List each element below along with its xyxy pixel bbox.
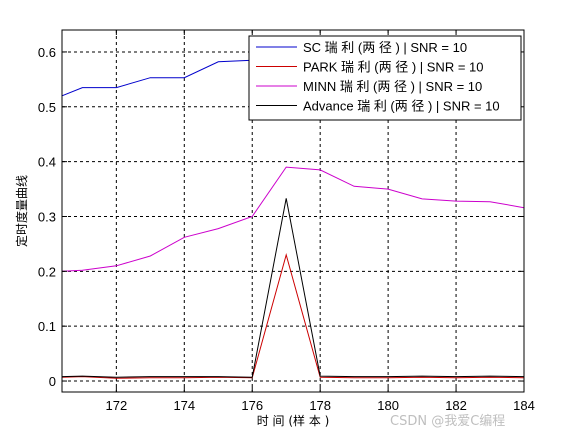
y-tick-label: 0.3 — [38, 209, 56, 224]
x-tick-label: 174 — [173, 398, 195, 413]
legend-label-3: Advance 瑞 利 (两 径 ) | SNR = 10 — [303, 99, 500, 114]
ticks: 172 174 176 178 180 182 184 0 0.1 0.2 0.3 0.4 0.5 0.6 — [38, 30, 535, 413]
y-tick-label: 0.4 — [38, 155, 56, 170]
plot-frame — [61, 29, 525, 393]
y-tick-label: 0 — [49, 374, 56, 389]
y-tick-label: 0.2 — [38, 264, 56, 279]
x-tick-label: 176 — [241, 398, 263, 413]
legend-label-2: MINN 瑞 利 (两 径 ) | SNR = 10 — [303, 79, 482, 94]
series-line-2 — [61, 166, 525, 272]
x-axis-label: 时 间 (样 本 ) — [257, 413, 330, 428]
y-axis-label: 定时度量曲线 — [14, 175, 29, 247]
legend-label-0: SC 瑞 利 (两 径 ) | SNR = 10 — [303, 40, 467, 55]
x-tick-label: 172 — [106, 398, 128, 413]
legend-label-1: PARK 瑞 利 (两 径 ) | SNR = 10 — [303, 60, 483, 75]
y-tick-label: 0.5 — [38, 100, 56, 115]
x-tick-label: 178 — [309, 398, 331, 413]
y-tick-label: 0.1 — [38, 319, 56, 334]
watermark-text: CSDN @我爱C编程 — [390, 414, 505, 429]
series-line-1 — [61, 253, 525, 379]
series-line-3 — [61, 198, 525, 378]
legend: SC 瑞 利 (两 径 ) | SNR = 10 PARK 瑞 利 (两 径 ) … — [248, 35, 522, 121]
x-tick-label: 180 — [377, 398, 399, 413]
x-tick-label: 184 — [513, 398, 535, 413]
y-tick-label: 0.6 — [38, 45, 56, 60]
x-tick-label: 182 — [445, 398, 467, 413]
